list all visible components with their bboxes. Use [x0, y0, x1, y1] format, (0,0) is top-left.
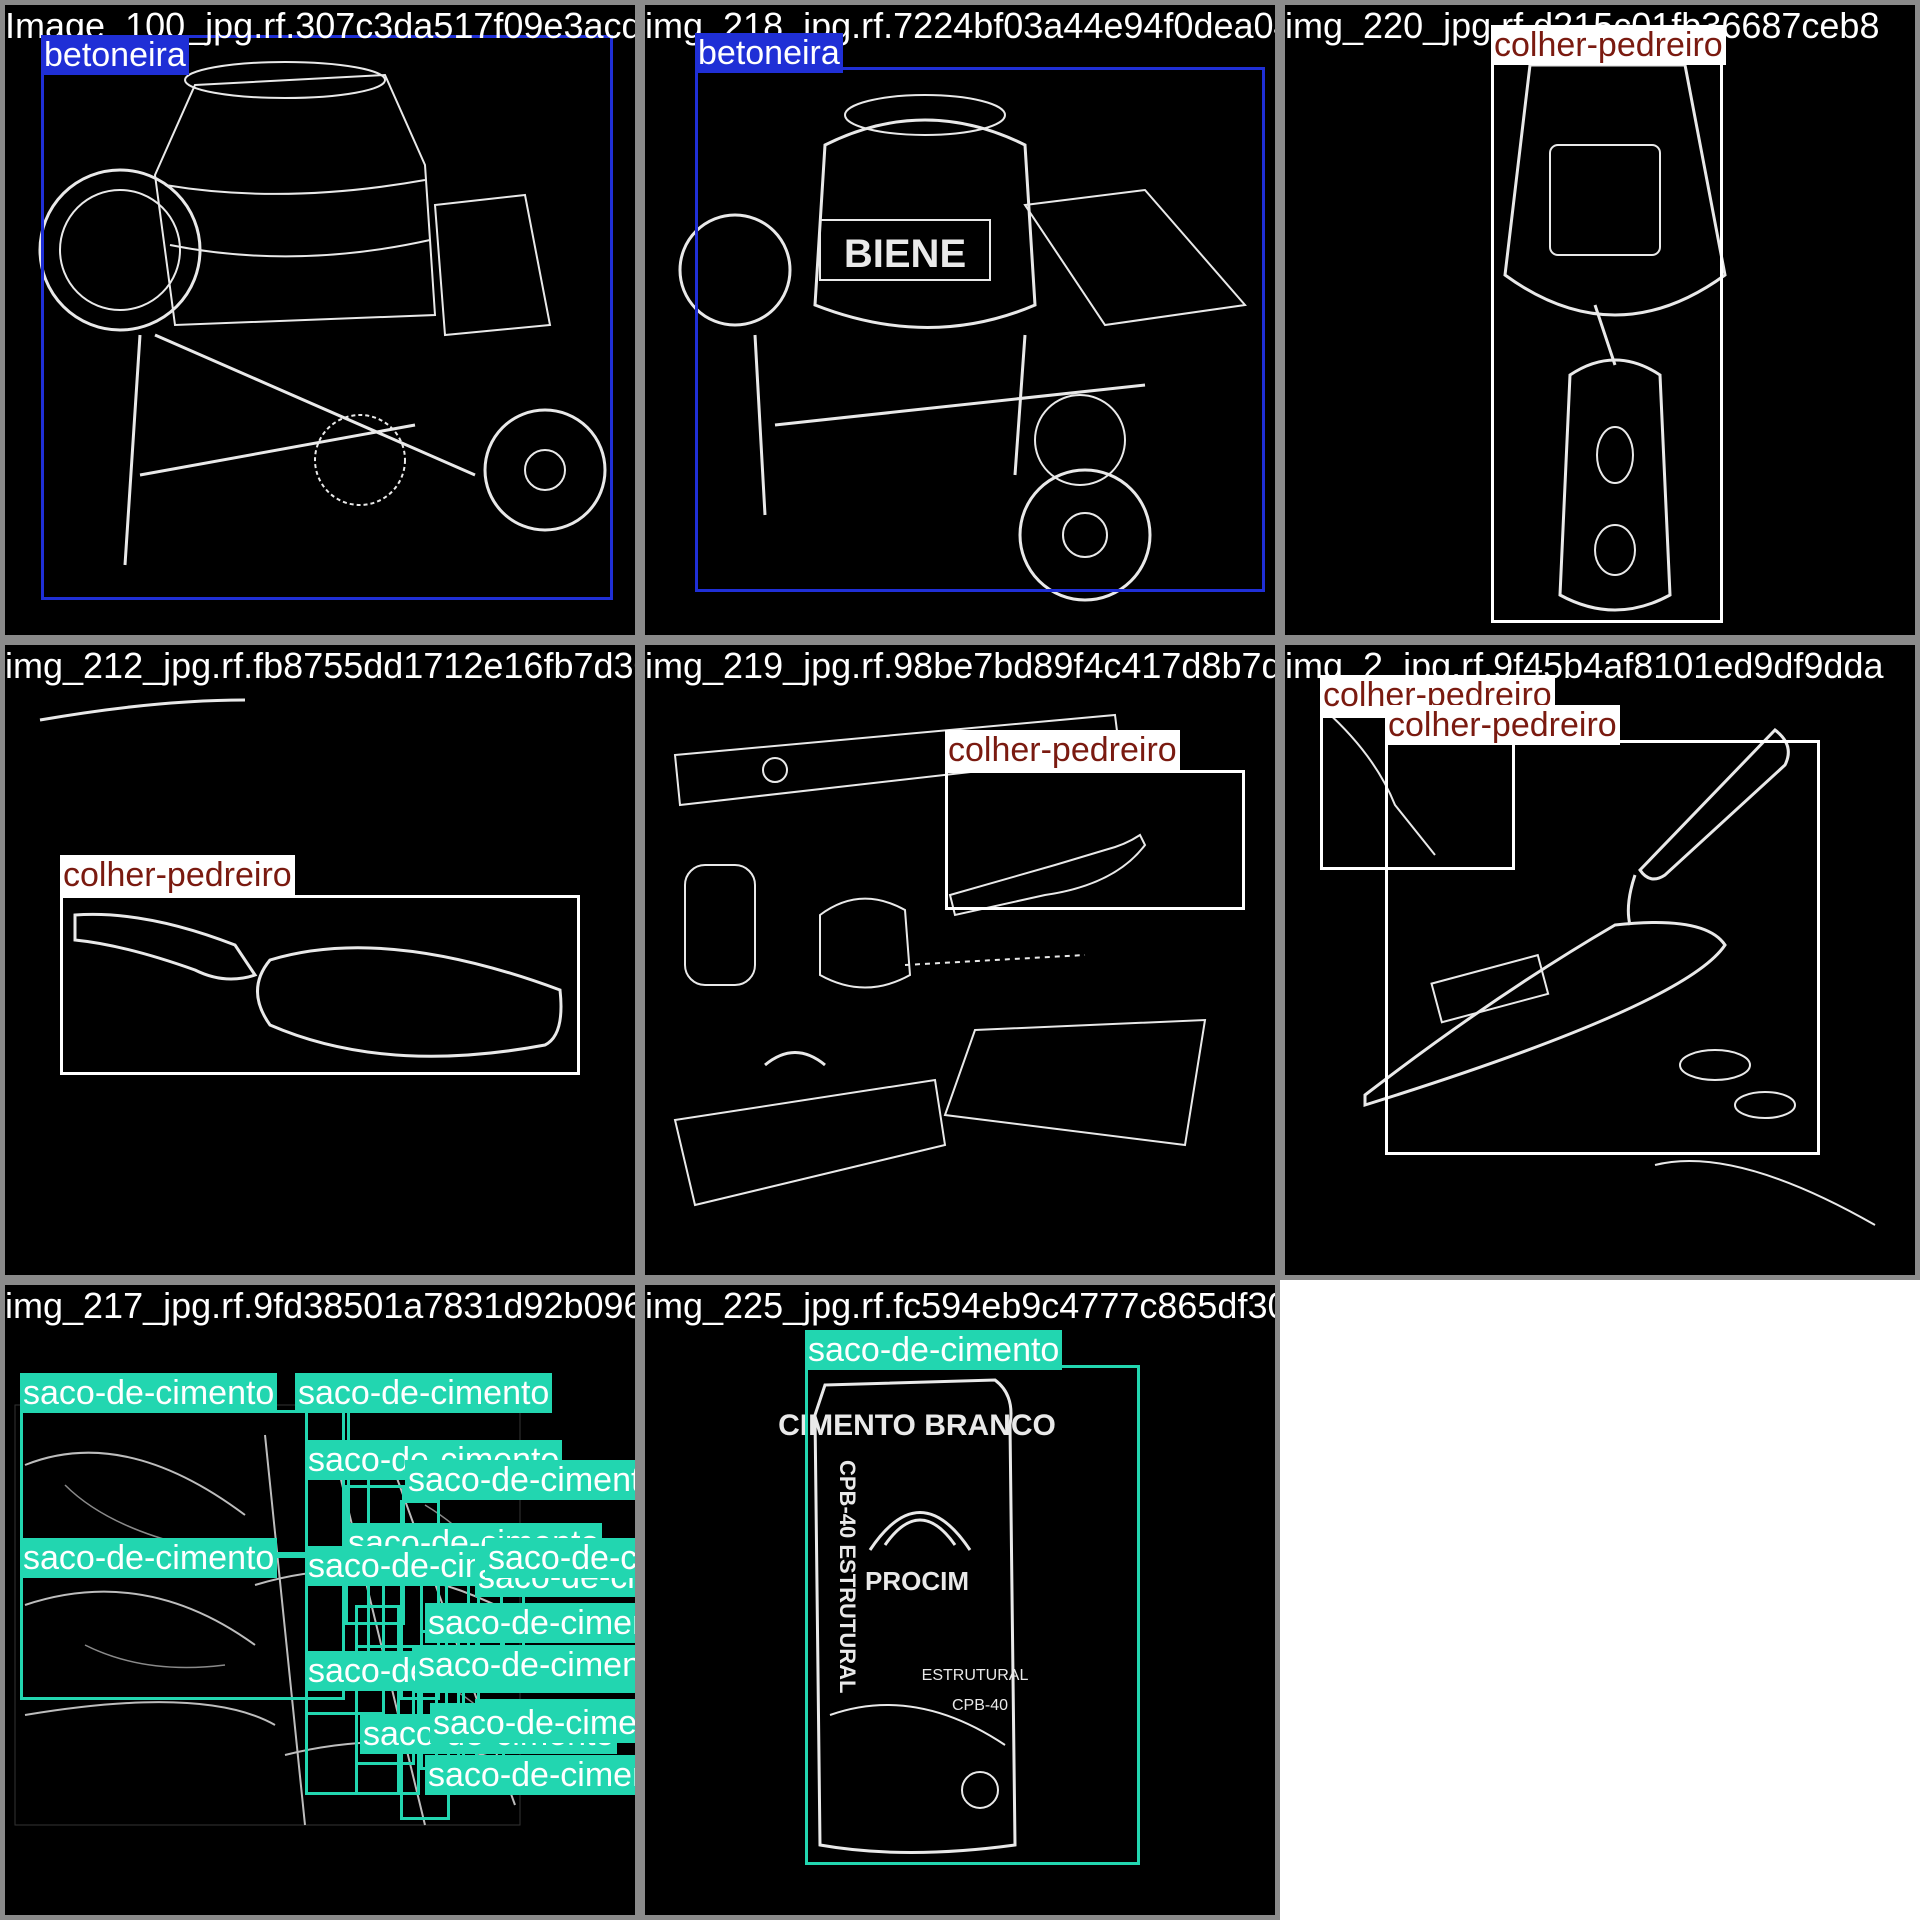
bounding-box [805, 1365, 1140, 1865]
bounding-box [60, 895, 580, 1075]
class-label: saco-de-cimento [485, 1538, 635, 1578]
mosaic-tile: img_219_jpg.rf.98be7bd89f4c417d8b7db colh… [640, 640, 1280, 1280]
mosaic-tile: img_212_jpg.rf.fb8755dd1712e16fb7d300f21… [0, 640, 640, 1280]
class-label: betoneira [695, 33, 843, 73]
class-label: saco-de-cimento [415, 1645, 635, 1685]
bounding-box [20, 1410, 345, 1555]
tile-artwork [39, 698, 563, 1058]
svg-text:BIENE: BIENE [844, 232, 966, 276]
class-label: colher-pedreiro [1385, 705, 1620, 745]
bounding-box [355, 1645, 415, 1765]
bag-brand-text: PROCIM [865, 1566, 969, 1596]
class-label: saco-de-cimento [805, 1330, 1063, 1370]
class-label: saco-de-cimento [20, 1373, 278, 1413]
class-label: saco-de-cimento [425, 1755, 635, 1795]
bounding-box [1385, 740, 1820, 1155]
mosaic-tile: img_217_jpg.rf.9fd38501a7831d92b09616215… [0, 1280, 640, 1920]
bag-title-text: CIMENTO BRANCO [778, 1409, 1056, 1442]
tile-artwork [38, 61, 607, 566]
mosaic-tile: CIMENTO BRANCO PROCIM CPB-40 ESTRUTURAL … [640, 1280, 1280, 1920]
class-label: betoneira [41, 35, 189, 75]
bounding-box [41, 35, 613, 600]
class-label: saco-de-cimento [20, 1538, 278, 1578]
bag-side-text: CPB-40 ESTRUTURAL [835, 1460, 860, 1693]
class-label: saco-de-cimento [430, 1703, 635, 1743]
mosaic-tile: BIENE img_218_jpg.rf.7224bf03a44e94f0dea… [640, 0, 1280, 640]
bag-sub-text: ESTRUTURAL [922, 1667, 1029, 1684]
tile-artwork: BIENE [678, 94, 1247, 602]
tile-artwork [1503, 63, 1727, 612]
class-label: colher-pedreiro [60, 855, 295, 895]
mosaic-tile: img_2_jpg.rf.9f45b4af8101ed9df9dda colher… [1280, 640, 1920, 1280]
mosaic-tile: Image_100_jpg.rf.307c3da517f09e3acdc82c2… [0, 0, 640, 640]
bag-code-text: CPB-40 [952, 1697, 1008, 1714]
class-label: colher-pedreiro [1491, 25, 1726, 65]
class-label: saco-de-cimento [425, 1603, 635, 1643]
bounding-box [945, 770, 1245, 910]
class-label: saco-de-cimento [405, 1460, 635, 1500]
class-label: saco-de-cimento [295, 1373, 553, 1413]
bounding-box [1491, 53, 1723, 623]
class-label: colher-pedreiro [945, 730, 1180, 770]
bounding-box [695, 67, 1265, 592]
tile-artwork: CIMENTO BRANCO PROCIM CPB-40 ESTRUTURAL … [778, 1378, 1056, 1854]
mosaic-tile: img_220_jpg.rf.d215c01fb36687ceb8colher-… [1280, 0, 1920, 640]
